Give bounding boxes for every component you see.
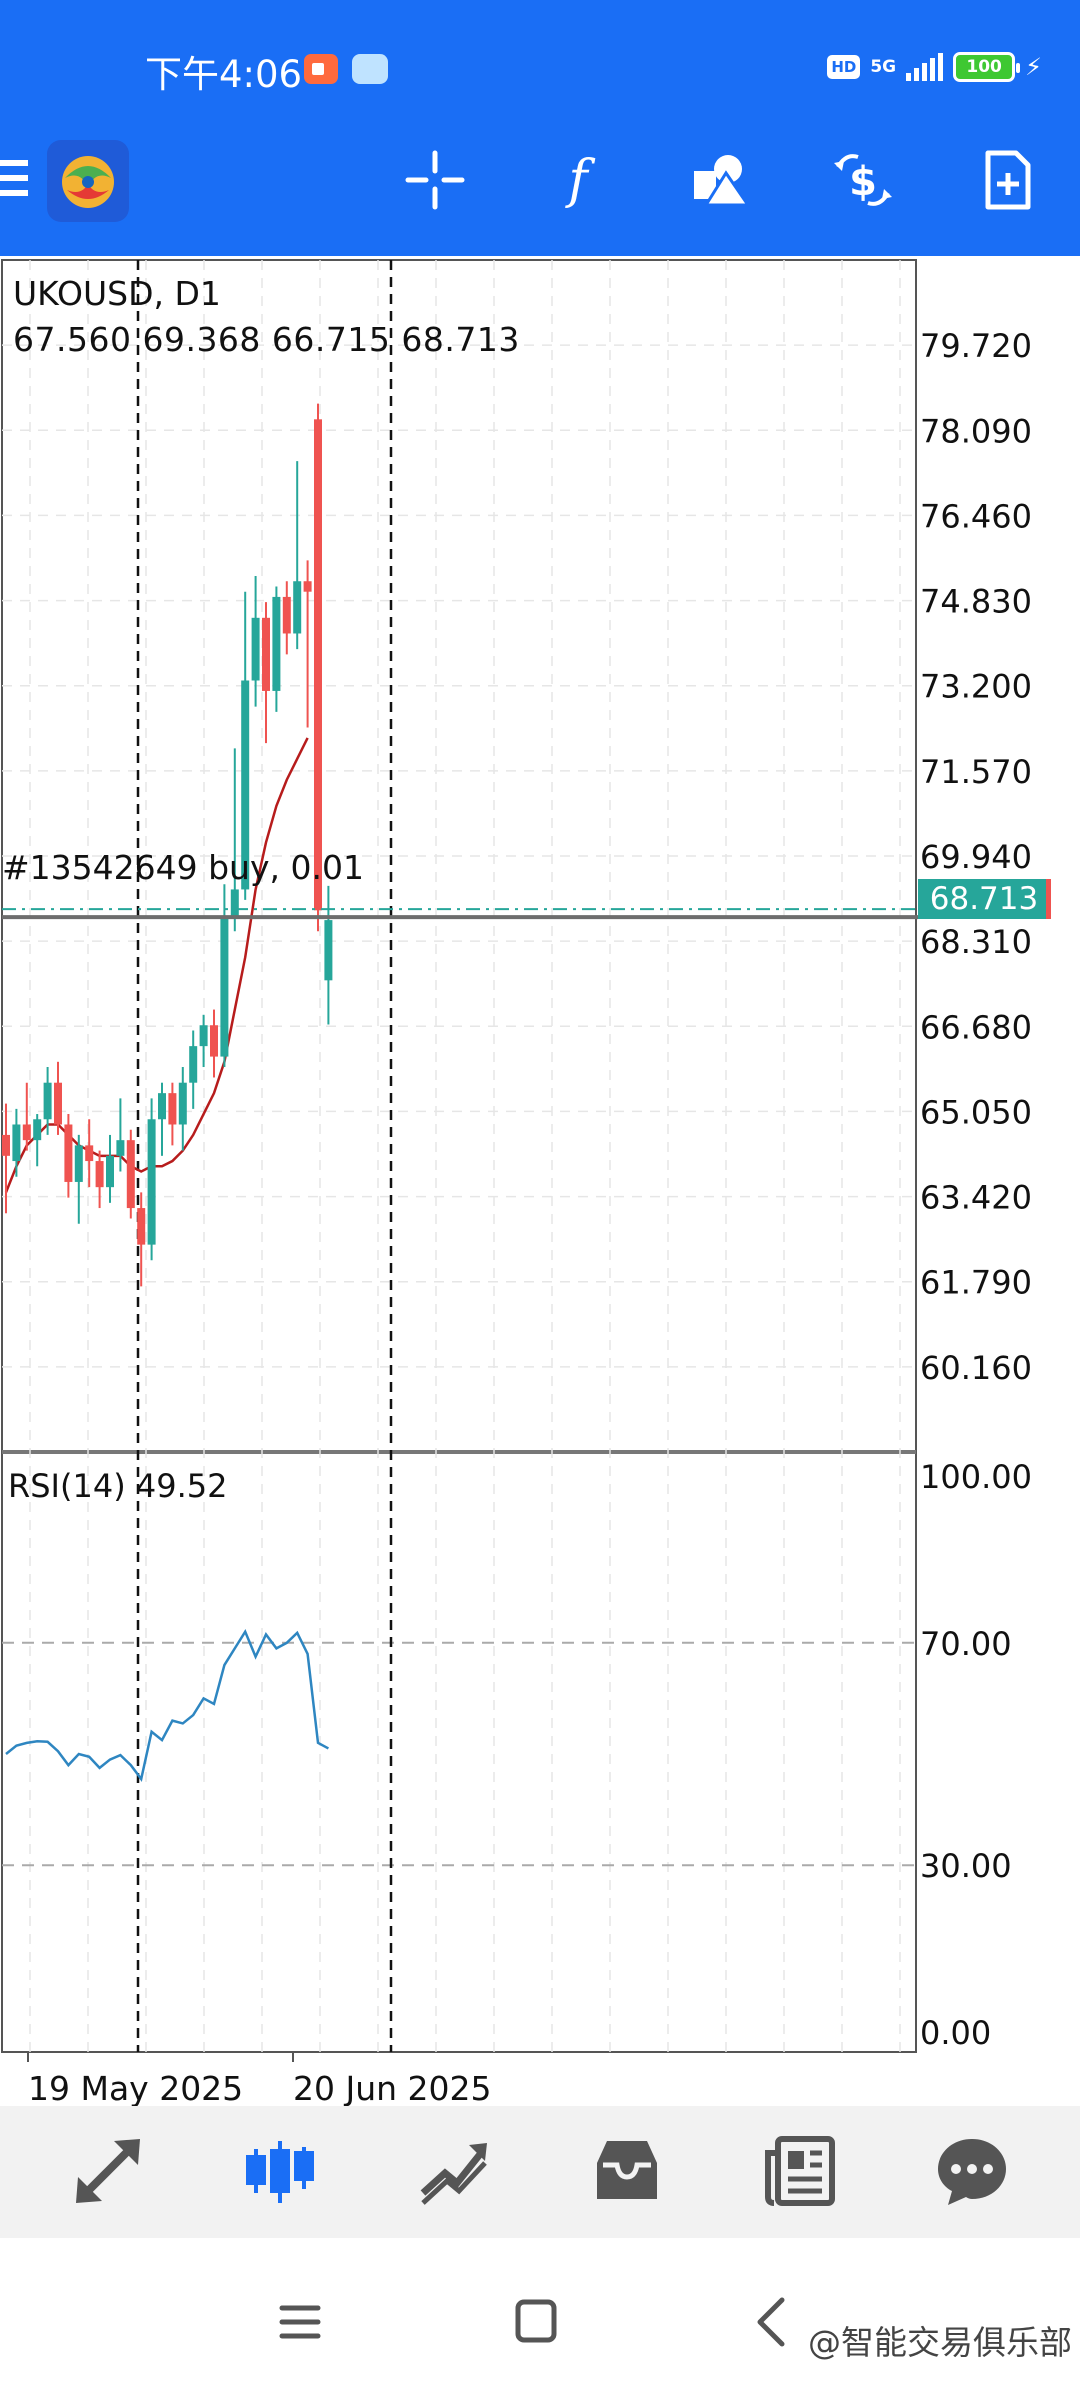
charging-icon: ⚡ [1025,53,1042,81]
top-app-bar: 下午4:06 HD 5G 100 ⚡ f $ [0,0,1080,256]
candle-body [189,1046,198,1083]
price-axis-label: 68.310 [920,923,1032,961]
symbol-timeframe-label: UKOUSD, D1 [13,274,221,313]
hd-icon: HD [827,55,861,79]
candle-body [303,581,312,592]
price-axis-label: 69.940 [920,838,1032,876]
status-indicators: HD 5G 100 ⚡ [827,52,1042,82]
date-axis-label: 19 May 2025 [28,2069,243,2106]
chart-icon[interactable] [235,2126,325,2216]
candle-body [282,596,291,634]
home-button[interactable] [506,2292,566,2352]
price-axis-label: 63.420 [920,1179,1032,1217]
price-axis-label: 78.090 [920,412,1032,450]
price-axis-label: 60.160 [920,1349,1032,1387]
candle-body [22,1124,31,1141]
news-icon[interactable] [755,2126,845,2216]
system-navigation-bar: @智能交易俱乐部 [0,2238,1080,2400]
candle-body [95,1161,104,1188]
rsi-line [5,1628,329,1782]
candle-body [314,419,322,911]
candle-body [126,1140,135,1209]
candle-body [210,1025,218,1057]
history-icon[interactable] [582,2126,672,2216]
svg-text:f: f [564,150,595,210]
rsi-axis-label: 0.00 [920,2014,991,2052]
candle-body [199,1025,208,1047]
candle-body [324,920,333,981]
candle-body [272,596,281,691]
menu-icon[interactable] [0,160,28,200]
recent-apps-button[interactable] [270,2292,330,2352]
trade-nav-icon[interactable] [408,2126,498,2216]
candle-body [74,1145,83,1182]
price-axis-label: 61.790 [920,1264,1032,1302]
objects-icon[interactable] [686,145,756,215]
candle-body [158,1093,166,1120]
date-axis-label: 20 Jun 2025 [293,2069,492,2106]
candle-body [293,581,302,634]
price-axis-label: 73.200 [920,668,1032,706]
bottom-navigation [0,2106,1080,2238]
status-time: 下午4:06 [145,53,303,96]
candle-body [230,889,239,916]
current-price-badge: 68.713 [918,879,1050,919]
signal-icon [906,53,944,81]
price-axis-label: 71.570 [920,753,1032,791]
battery-level: 100 [966,57,1002,77]
order-line-label[interactable]: #13542649 buy, 0.01 [2,848,364,887]
candle-body [12,1124,21,1162]
trade-icon[interactable]: $ [828,145,898,215]
price-axis-label: 79.720 [920,327,1032,365]
candle-body [241,680,250,890]
rsi-axis-label: 100.00 [920,1458,1032,1496]
candle-body [147,1119,156,1245]
rsi-label: RSI(14) 49.52 [8,1467,228,1505]
svg-text:$: $ [849,159,877,205]
candle-body [116,1140,125,1156]
candles [2,403,918,1287]
candle-body [106,1155,114,1188]
candle-body [43,1082,52,1120]
candle-body [262,617,270,691]
cloud-icon [352,54,388,84]
rsi-axis-label: 30.00 [920,1847,1012,1885]
network-type-label: 5G [870,57,897,77]
rsi-axis-label: 70.00 [920,1625,1012,1663]
screen-record-icon [304,54,338,84]
candle-body [251,617,260,681]
price-axis-label: 74.830 [920,583,1032,621]
chat-icon[interactable] [927,2126,1017,2216]
candle-body [137,1208,146,1245]
ohlc-values: 67.560 69.368 66.715 68.713 [13,320,520,359]
price-axis-label: 65.050 [920,1093,1032,1131]
candle-body [85,1145,94,1162]
axes: 79.720 78.090 76.460 74.830 73.200 71.570 69.9… [27,327,1032,2106]
price-chart[interactable]: 79.720 78.090 76.460 74.830 73.200 71.570 69.9… [0,256,1080,2106]
indicators-icon[interactable]: f [543,145,613,215]
new-order-icon[interactable] [972,145,1042,215]
quotes-icon[interactable] [63,2126,153,2216]
crosshair-icon[interactable] [400,145,470,215]
app-logo-icon[interactable] [47,140,129,222]
candle-body [168,1093,177,1125]
price-badge-edge [1046,879,1051,919]
candle-body [178,1082,187,1125]
chart-frame [1,259,917,2053]
candle-body [220,915,229,1057]
back-button[interactable] [742,2292,802,2352]
candle-body [64,1124,73,1182]
candle-body [2,1134,10,1156]
chart-area[interactable]: 79.720 78.090 76.460 74.830 73.200 71.570 69.9… [0,256,1080,2106]
watermark-label: @智能交易俱乐部 [808,2323,1072,2362]
price-axis-label: 76.460 [920,497,1032,535]
chart-grid [1,259,917,2053]
candle-body [54,1082,62,1125]
battery-icon: 100 [953,52,1021,82]
rsi-indicator [5,1628,329,1782]
candle-body [33,1119,42,1141]
price-axis-label: 66.680 [920,1008,1032,1046]
